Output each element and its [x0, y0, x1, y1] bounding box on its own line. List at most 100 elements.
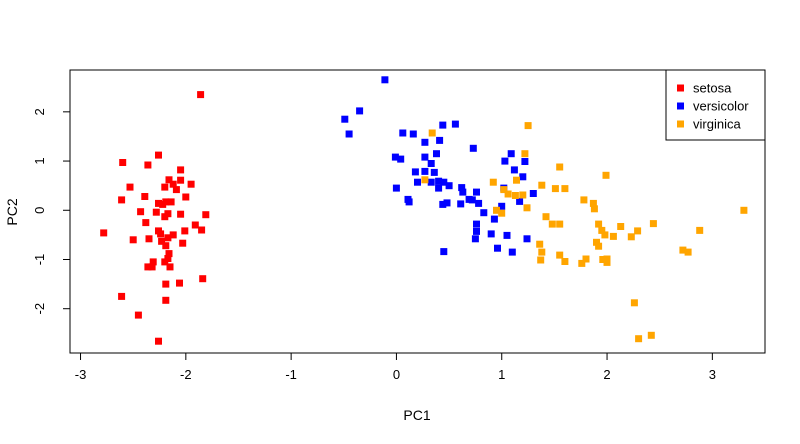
setosa-point — [159, 200, 167, 208]
virginica-point — [595, 220, 603, 228]
setosa-point — [197, 91, 205, 99]
setosa-point — [169, 180, 177, 188]
versicolor-point — [498, 202, 506, 210]
setosa-point — [155, 151, 162, 159]
x-tick-label: 3 — [709, 367, 716, 382]
virginica-point — [647, 331, 655, 339]
y-tick-label: -2 — [32, 303, 47, 315]
versicolor-point — [529, 190, 537, 197]
virginica-point — [593, 238, 600, 246]
setosa-point — [182, 193, 190, 201]
versicolor-point — [501, 157, 509, 165]
x-tick-label: -2 — [180, 367, 192, 382]
versicolor-point — [427, 160, 435, 167]
virginica-point — [548, 220, 556, 228]
virginica-point — [511, 192, 519, 199]
virginica-point — [609, 232, 617, 240]
virginica-point — [493, 206, 500, 214]
y-tick-label: -1 — [32, 254, 47, 266]
setosa-point — [100, 229, 108, 237]
setosa-point — [164, 234, 172, 242]
virginica-point — [578, 259, 586, 267]
setosa-point — [126, 183, 134, 191]
x-tick-label: 1 — [498, 367, 505, 382]
setosa-point — [157, 230, 165, 238]
setosa-point — [161, 183, 169, 191]
virginica-point — [595, 242, 603, 250]
versicolor-point — [421, 138, 429, 146]
versicolor-point — [473, 227, 480, 235]
virginica-point — [500, 186, 508, 194]
virginica-point — [679, 246, 687, 254]
versicolor-point — [440, 178, 448, 186]
virginica-point — [536, 240, 544, 248]
setosa-point — [199, 275, 207, 283]
y-axis: -2 -1 0 1 2 — [32, 108, 71, 315]
x-tick-label: 2 — [603, 367, 610, 382]
virginica-point — [603, 258, 611, 266]
versicolor-point — [381, 76, 389, 84]
setosa-point — [165, 250, 173, 258]
setosa-point — [187, 180, 195, 188]
versicolor-point — [473, 220, 480, 228]
setosa-point — [129, 236, 137, 244]
setosa-point — [155, 337, 162, 345]
setosa-point — [137, 208, 145, 216]
legend-marker-setosa — [677, 84, 684, 92]
virginica-point — [504, 190, 512, 198]
versicolor-point — [436, 136, 444, 144]
versicolor-point — [494, 244, 501, 252]
legend: setosa versicolor virginica — [665, 69, 766, 141]
setosa-point — [141, 193, 149, 200]
virginica-point — [556, 251, 564, 259]
virginica-point — [523, 204, 531, 212]
setosa-point — [167, 198, 175, 206]
setosa-point — [179, 239, 187, 247]
versicolor-point — [503, 231, 511, 239]
y-tick-label: 1 — [32, 157, 47, 164]
setosa-point — [144, 263, 152, 271]
versicolor-point — [475, 199, 483, 207]
virginica-point — [551, 185, 559, 193]
versicolor-point — [414, 178, 421, 186]
setosa-point — [177, 166, 185, 174]
virginica-point — [489, 178, 497, 186]
y-tick-label: 2 — [32, 108, 47, 115]
versicolor-point — [427, 178, 435, 186]
virginica-point — [601, 231, 609, 239]
setosa-point — [148, 263, 156, 271]
versicolor-point — [435, 177, 443, 185]
legend-label-setosa: setosa — [693, 81, 732, 96]
virginica-point — [635, 335, 643, 343]
versicolor-point — [421, 167, 429, 175]
versicolor-point — [490, 215, 498, 223]
virginica-point — [513, 176, 520, 184]
versicolor-point — [457, 200, 465, 208]
setosa-point — [152, 208, 160, 216]
virginica-point — [556, 220, 564, 228]
virginica-point — [428, 129, 436, 137]
virginica-point — [696, 226, 704, 234]
versicolor-point — [468, 196, 476, 204]
versicolor-point — [397, 155, 405, 163]
versicolor-point — [508, 248, 516, 256]
setosa-point — [165, 176, 173, 184]
y-axis-title: PC2 — [4, 198, 20, 225]
versicolor-point — [356, 107, 364, 115]
virginica-point — [421, 176, 429, 184]
setosa-point — [118, 196, 126, 204]
versicolor-point — [451, 120, 459, 128]
setosa-point — [142, 219, 150, 227]
versicolor-point — [430, 168, 438, 176]
virginica-point — [580, 196, 588, 204]
setosa-point — [158, 237, 166, 245]
versicolor-point — [439, 121, 447, 129]
virginica-point — [538, 181, 546, 189]
virginica-point — [617, 223, 625, 230]
setosa-point — [118, 292, 126, 300]
virginica-point — [498, 209, 506, 217]
versicolor-point — [519, 173, 527, 181]
versicolor-point — [471, 235, 479, 243]
virginica-point — [630, 299, 638, 307]
